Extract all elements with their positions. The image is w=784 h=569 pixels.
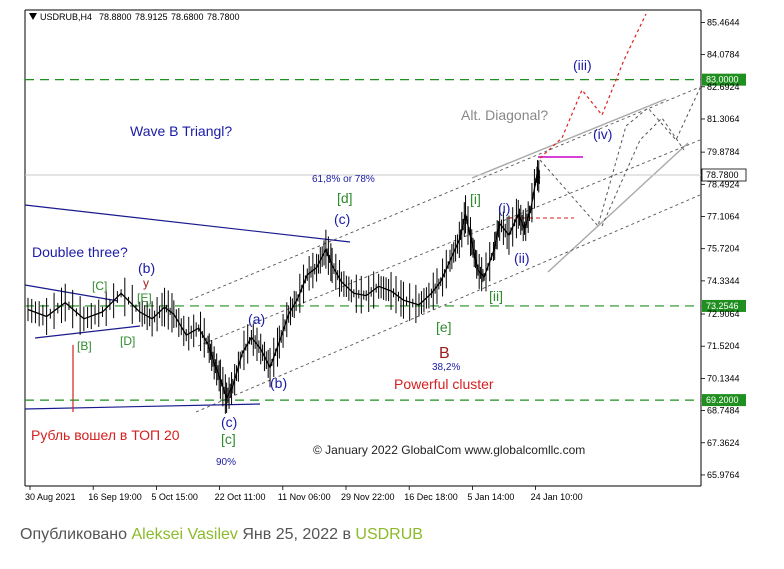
wave-label-iii-paren: (iii): [573, 57, 592, 73]
annotation-wave-b-triangle: Wave B Triangl?: [130, 123, 232, 139]
x-tick-label: 24 Jan 10:00: [531, 492, 583, 502]
wave-label-E-bracket: [E]: [137, 291, 152, 305]
caption-prefix: Опубликовано: [20, 526, 128, 543]
y-tick-label: 65.9764: [707, 470, 740, 480]
forecast-alt-black-path: [539, 87, 701, 228]
x-tick-label: 30 Aug 2021: [25, 492, 76, 502]
x-tick-label: 5 Oct 15:00: [151, 492, 198, 502]
y-tick-label: 85.4644: [707, 17, 740, 27]
y-tick-label: 75.7204: [707, 244, 740, 254]
caption-date: Янв 25, 2022 в: [242, 526, 351, 543]
x-tick-label: 16 Sep 19:00: [88, 492, 142, 502]
wave-label-B-bracket: [B]: [77, 339, 92, 353]
annotation-double-three: Doublee three?: [32, 244, 128, 260]
x-tick-label: 29 Nov 22:00: [341, 492, 395, 502]
symbol-high: 78.9125: [135, 12, 168, 22]
x-tick-label: 16 Dec 18:00: [404, 492, 458, 502]
wave-label-c-bracket: [c]: [221, 431, 236, 447]
triangle-lower-line: [24, 403, 261, 410]
price-level-label: 83.0000: [706, 75, 739, 85]
y-tick-label: 84.0784: [707, 50, 740, 60]
wave-label-i-paren: (i): [498, 200, 510, 216]
y-tick-label: 67.3624: [707, 438, 740, 448]
y-tick-label: 71.5204: [707, 341, 740, 351]
y-tick-label: 70.1344: [707, 373, 740, 383]
annotation-wave-b: B: [439, 345, 450, 362]
publication-caption: Опубликовано Aleksei Vasilev Янв 25, 202…: [20, 526, 423, 544]
doublethree-lower-line: [34, 325, 141, 339]
symbol-link[interactable]: USDRUB: [355, 526, 423, 543]
wave-label-b-paren-1: (b): [138, 260, 155, 276]
y-tick-label: 68.7484: [707, 406, 740, 416]
y-tick-label: 79.8784: [707, 147, 740, 157]
doublethree-upper-line: [24, 284, 119, 302]
channel-dashed-line-1: [189, 86, 701, 301]
annotation-fib-618: 61,8% or 78%: [312, 174, 375, 185]
lower-channel-line: [547, 142, 689, 273]
annotation-powerful-cluster: Powerful cluster: [394, 376, 494, 392]
x-tick-label: 11 Nov 06:00: [278, 492, 331, 502]
current-price-label: 78.7800: [706, 170, 739, 180]
wave-label-i-bracket: [i]: [470, 191, 481, 207]
x-axis: 30 Aug 2021 16 Sep 19:00 5 Oct 15:00 22 Oct…: [25, 486, 583, 502]
wave-label-C-bracket: [C]: [92, 279, 107, 293]
annotation-alt-diagonal: Alt. Diagonal?: [461, 107, 548, 123]
x-tick-label: 22 Oct 11:00: [215, 492, 266, 502]
wave-label-c-paren-2: (c): [334, 211, 350, 227]
forecast-red-path: [539, 13, 647, 159]
y-tick-label: 78.4924: [707, 179, 740, 189]
y-tick-label: 82.6924: [707, 82, 740, 92]
channel-dashed-line-3: [197, 139, 701, 347]
symbol-name: USDRUB,H4: [40, 12, 92, 22]
author-link[interactable]: Aleksei Vasilev: [131, 526, 238, 543]
annotation-fib-382: 38,2%: [432, 362, 460, 373]
wave-label-e-bracket: [e]: [436, 319, 452, 335]
wave-label-b-paren-2: (b): [270, 375, 287, 391]
price-levels: 83.0000 73.2546 69.2000: [25, 73, 746, 407]
symbol-low: 78.6800: [171, 12, 204, 22]
symbol-triangle-icon: [29, 13, 37, 20]
y-axis: 85.4644 84.0784 82.6924 81.3064 79.8784 78.49…: [701, 17, 740, 480]
price-level-label: 69.2000: [706, 395, 739, 405]
wave-label-d-bracket: [d]: [337, 190, 353, 206]
price-level-box: [702, 299, 746, 312]
wave-label-y: y: [143, 276, 149, 290]
price-level-box: [702, 73, 746, 86]
price-level-box: [702, 394, 746, 407]
y-tick-label: 74.3344: [707, 276, 740, 286]
annotation-copyright: © January 2022 GlobalCom www.globalcomll…: [313, 443, 585, 457]
price-level-label: 73.2546: [706, 301, 739, 311]
y-tick-label: 77.1064: [707, 212, 740, 222]
wave-label-iv-paren: (iv): [593, 126, 612, 142]
wave-label-a-paren: (a): [248, 311, 265, 327]
price-series: [27, 160, 541, 414]
y-tick-label: 72.9064: [707, 309, 740, 319]
upper-channel-line: [471, 98, 667, 179]
annotation-fib-90: 90%: [216, 457, 236, 468]
wave-label-D-bracket: [D]: [120, 334, 135, 348]
current-price-box: [701, 168, 747, 182]
chart-svg: USDRUB,H4 78.8800 78.9125 78.6800 78.780…: [24, 9, 747, 502]
symbol-close: 78.7800: [207, 12, 240, 22]
symbol-open: 78.8800: [99, 12, 132, 22]
wave-label-ii-paren: (ii): [514, 250, 530, 266]
channel-dashed-line-2: [195, 194, 701, 413]
x-tick-label: 5 Jan 14:00: [467, 492, 514, 502]
forecast-alt-black-path-2: [601, 117, 685, 227]
wave-label-ii-bracket: [ii]: [489, 288, 503, 304]
annotation-ruble-top20: Рубль вошел в ТОП 20: [31, 427, 180, 443]
triangle-upper-line: [24, 204, 351, 243]
y-tick-label: 81.3064: [707, 114, 740, 124]
price-chart: USDRUB,H4 78.8800 78.9125 78.6800 78.780…: [24, 9, 747, 502]
wave-label-c-paren-1: (c): [221, 414, 237, 430]
